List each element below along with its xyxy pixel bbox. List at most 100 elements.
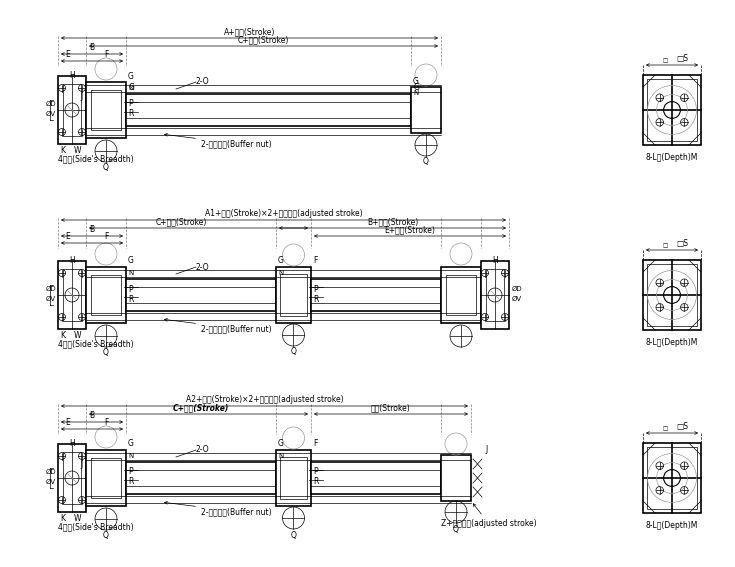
Text: N: N [413, 90, 418, 96]
Text: E+行程(Stroke): E+行程(Stroke) [384, 225, 435, 234]
Bar [91, 90, 121, 130]
Text: E: E [65, 50, 71, 59]
Bar [63, 269, 81, 321]
Text: N: N [128, 85, 133, 91]
Bar [280, 457, 307, 499]
Text: ØV: ØV [512, 296, 522, 302]
Text: N: N [128, 270, 133, 276]
Text: E: E [65, 418, 71, 427]
Text: 4面幅(Side's Breadth): 4面幅(Side's Breadth) [58, 522, 134, 531]
Text: W: W [74, 331, 82, 340]
Bar [63, 452, 81, 504]
Bar [126, 462, 276, 494]
Text: E: E [65, 232, 71, 241]
Text: Q: Q [103, 531, 109, 540]
Text: N: N [128, 453, 133, 459]
Text: C+行程(Stroke): C+行程(Stroke) [238, 35, 289, 44]
Text: W: W [74, 514, 82, 523]
Text: ØV: ØV [46, 479, 56, 485]
Bar [643, 260, 701, 330]
Bar [86, 267, 126, 323]
Bar [647, 264, 697, 326]
Text: F: F [104, 418, 108, 427]
Text: 4面幅(Side's Breadth): 4面幅(Side's Breadth) [58, 339, 134, 348]
Text: P: P [313, 468, 318, 476]
Text: □: □ [663, 426, 668, 431]
Bar [647, 447, 697, 509]
Text: C+行程(Stroke): C+行程(Stroke) [155, 217, 207, 226]
Text: A+行程(Stroke): A+行程(Stroke) [224, 27, 275, 36]
Text: K: K [60, 146, 65, 155]
Text: 2-缓冲螺帽(Buffer nut): 2-缓冲螺帽(Buffer nut) [165, 319, 272, 333]
Bar [63, 84, 81, 136]
Text: P: P [128, 99, 132, 108]
Bar [280, 274, 307, 316]
Text: 8-L深(Depth)M: 8-L深(Depth)M [646, 153, 698, 162]
Text: G: G [278, 439, 284, 448]
Text: G: G [413, 77, 419, 86]
Text: □: □ [663, 243, 668, 248]
Bar [58, 261, 86, 329]
Text: J: J [80, 92, 82, 101]
Text: A2+行程(Stroke)×2+可调行程(adjusted stroke): A2+行程(Stroke)×2+可调行程(adjusted stroke) [186, 395, 343, 404]
Text: R: R [313, 294, 318, 303]
Bar [441, 455, 471, 501]
Text: H: H [69, 256, 75, 265]
Text: Q: Q [453, 525, 459, 534]
Text: ØD: ØD [46, 469, 56, 475]
Text: G: G [414, 83, 420, 92]
Text: 2-缓冲螺帽(Buffer nut): 2-缓冲螺帽(Buffer nut) [165, 133, 272, 148]
Text: G: G [128, 72, 134, 81]
Text: B: B [90, 411, 95, 420]
Text: 4面幅(Side's Breadth): 4面幅(Side's Breadth) [58, 154, 134, 163]
Text: 2-O: 2-O [196, 446, 209, 455]
Text: C+行程(Stroke): C+行程(Stroke) [173, 403, 229, 412]
Bar [647, 79, 697, 141]
Text: B+行程(Stroke): B+行程(Stroke) [367, 217, 418, 226]
Bar [446, 275, 476, 315]
Text: H: H [69, 71, 75, 80]
Text: A1+行程(Stroke)×2+可调行程(adjusted stroke): A1+行程(Stroke)×2+可调行程(adjusted stroke) [204, 209, 362, 218]
Bar [643, 75, 701, 145]
Text: ØV: ØV [46, 111, 56, 117]
Text: N: N [278, 453, 283, 459]
Text: 2-O: 2-O [196, 78, 209, 87]
Text: □S: □S [676, 54, 688, 63]
Text: 行程(Stroke): 行程(Stroke) [371, 403, 411, 412]
Text: 2-缓冲螺帽(Buffer nut): 2-缓冲螺帽(Buffer nut) [165, 501, 272, 516]
Text: B: B [90, 43, 95, 52]
Bar [91, 275, 121, 315]
Bar [58, 76, 86, 144]
Bar [311, 462, 441, 494]
Bar [126, 94, 411, 126]
Text: P: P [128, 468, 132, 476]
Text: P: P [128, 285, 132, 294]
Text: R: R [128, 294, 133, 303]
Text: H: H [69, 439, 75, 448]
Text: Z+可调行程(adjusted stroke): Z+可调行程(adjusted stroke) [441, 504, 537, 528]
Bar [276, 267, 311, 323]
Text: F: F [104, 50, 108, 59]
Text: Q: Q [103, 348, 109, 357]
Text: G: G [128, 439, 134, 448]
Bar [276, 450, 311, 506]
Text: R: R [128, 477, 133, 486]
Text: R: R [128, 109, 133, 119]
Text: Q: Q [103, 163, 109, 172]
Text: Q: Q [290, 347, 296, 356]
Bar [441, 267, 481, 323]
Text: Q: Q [423, 157, 429, 166]
Text: 2-O: 2-O [196, 263, 209, 272]
Bar [481, 261, 509, 329]
Text: F: F [104, 232, 108, 241]
Text: ØD: ØD [46, 286, 56, 292]
Text: G: G [128, 256, 134, 265]
Text: ØD: ØD [46, 101, 56, 107]
Text: □: □ [663, 58, 668, 63]
Text: W: W [74, 146, 82, 155]
Text: F: F [313, 256, 318, 265]
Text: G: G [129, 83, 135, 92]
Bar [58, 444, 86, 512]
Bar [91, 458, 121, 498]
Bar [643, 443, 701, 513]
